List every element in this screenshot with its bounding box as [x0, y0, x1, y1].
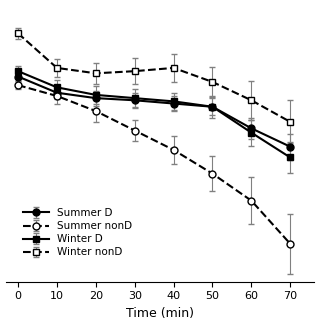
Legend: Summer D, Summer nonD, Winter D, Winter nonD: Summer D, Summer nonD, Winter D, Winter …: [18, 203, 138, 263]
X-axis label: Time (min): Time (min): [126, 307, 194, 320]
